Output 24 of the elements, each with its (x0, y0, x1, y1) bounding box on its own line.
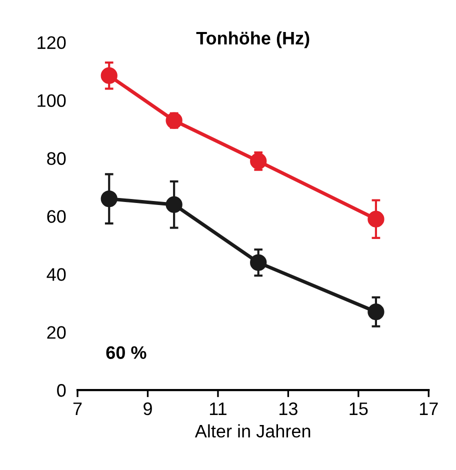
x-tick-label: 15 (350, 402, 368, 416)
y-tick-label: 20 (47, 326, 66, 339)
y-tick-label: 60 (47, 210, 66, 223)
point (250, 254, 267, 271)
point (368, 304, 384, 320)
point (166, 112, 182, 129)
x-tick-label: 9 (144, 402, 152, 416)
x-tick-label: 11 (210, 402, 226, 415)
y-tick-label: 100 (38, 94, 66, 107)
y-tick-label: 0 (57, 384, 66, 397)
y-tick-label: 120 (38, 36, 66, 50)
point (100, 67, 118, 84)
chart-title: Tonhöhe (Hz) (196, 31, 310, 48)
x-tick-label: 13 (280, 402, 298, 416)
point (166, 196, 182, 213)
point (250, 152, 267, 170)
point (368, 210, 384, 228)
point (100, 190, 118, 208)
x-tick-label: 7 (73, 402, 82, 415)
x-tick-label: 17 (420, 402, 438, 415)
y-tick-label: 40 (46, 268, 66, 281)
x-axis-title: Alter in Jahren (194, 424, 310, 438)
y-tick-label: 80 (47, 152, 66, 165)
annotation: 60 % (106, 346, 146, 359)
